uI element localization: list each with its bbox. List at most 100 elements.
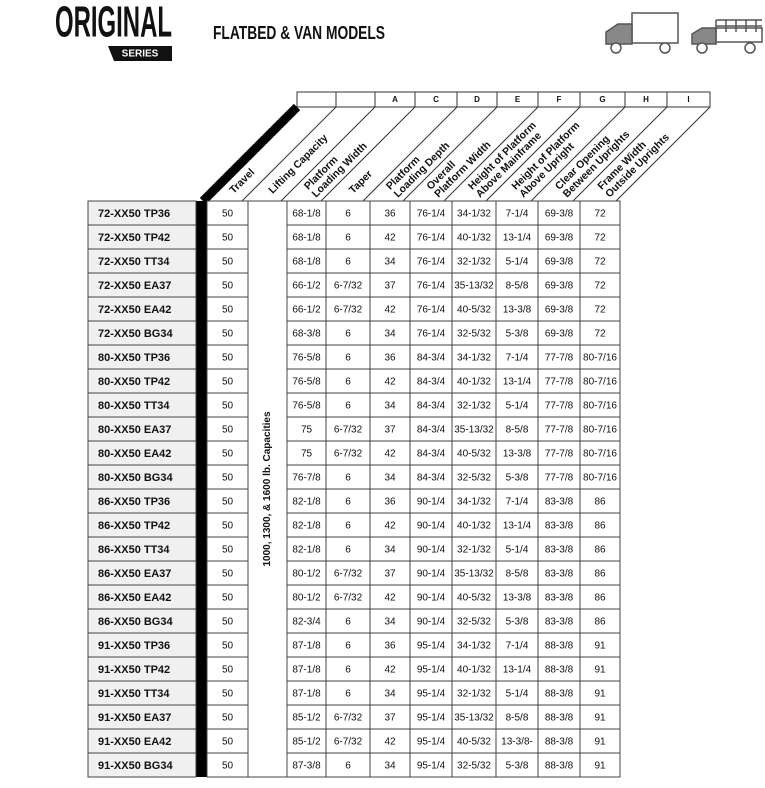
model-name: 72-XX50 TT34	[98, 256, 170, 268]
cell	[206, 512, 249, 538]
cell-value: 42	[384, 233, 396, 244]
cell-value: 87-1/8	[292, 689, 321, 700]
model-cell	[87, 512, 197, 538]
model-name: 91-XX50 TP36	[98, 640, 170, 652]
cell-value: 88-3/8	[545, 713, 574, 724]
cell-value: 34-1/32	[457, 209, 491, 220]
cell	[369, 704, 411, 730]
model-name: 80-XX50 BG34	[98, 472, 173, 484]
cell-value: 91	[594, 737, 606, 748]
cell-value: 35-13/32	[454, 425, 494, 436]
header-diagonal	[530, 106, 626, 202]
cell	[325, 584, 371, 610]
series-tab	[108, 46, 172, 61]
cell	[369, 416, 411, 442]
cell	[451, 224, 497, 250]
cell-value: 50	[222, 377, 234, 388]
cell-value: 36	[384, 209, 396, 220]
brand: ORIGINAL	[55, 0, 172, 47]
cell-value: 83-3/8	[545, 569, 574, 580]
cell-value: 83-3/8	[545, 593, 574, 604]
cell-value: 32-5/32	[457, 617, 491, 628]
cell-value: 5-3/8	[506, 329, 529, 340]
model-name: 86-XX50 EA42	[98, 592, 171, 604]
cell	[451, 704, 497, 730]
cell-value: 72	[594, 281, 606, 292]
cell-value: 69-3/8	[545, 329, 574, 340]
cell-value: 95-1/4	[417, 737, 446, 748]
cell-value: 36	[384, 641, 396, 652]
cell-value: 95-1/4	[417, 689, 446, 700]
cell-value: 32-1/32	[457, 401, 491, 412]
column-letter: H	[643, 95, 649, 104]
model-name: 86-XX50 TT34	[98, 544, 170, 556]
cell-value: 40-5/32	[457, 737, 491, 748]
cell-value: 86	[594, 545, 606, 556]
cell-value: 80-7/16	[583, 449, 617, 460]
cell-value: 90-1/4	[417, 497, 446, 508]
cell-value: 8-5/8	[506, 569, 529, 580]
cell	[579, 584, 621, 610]
cell-value: 80-7/16	[583, 473, 617, 484]
cell-value: 34-1/32	[457, 497, 491, 508]
cell	[206, 584, 249, 610]
cell-value: 95-1/4	[417, 713, 446, 724]
model-name: 80-XX50 TP42	[98, 376, 170, 388]
cell-value: 37	[384, 713, 396, 724]
cell-value: 77-7/8	[545, 353, 574, 364]
cell-value: 36	[384, 497, 396, 508]
cell-value: 13-3/8-	[501, 737, 533, 748]
cell	[409, 680, 453, 706]
cell	[325, 608, 371, 634]
cell	[579, 296, 621, 322]
cell-value: 50	[222, 521, 234, 532]
cell-value: 82-3/4	[292, 617, 321, 628]
cell	[579, 680, 621, 706]
model-name: 72-XX50 BG34	[98, 328, 173, 340]
cell-value: 82-1/8	[292, 545, 321, 556]
cell-value: 5-1/4	[506, 689, 529, 700]
cell-value: 7-1/4	[506, 497, 529, 508]
cell-value: 42	[384, 593, 396, 604]
cell-value: 6	[345, 233, 351, 244]
cell-value: 76-1/4	[417, 257, 446, 268]
column-letter: D	[474, 95, 480, 104]
cell-value: 5-3/8	[506, 473, 529, 484]
cell	[325, 272, 371, 298]
cell	[495, 320, 539, 346]
cell	[495, 512, 539, 538]
cell	[369, 752, 411, 778]
cell	[537, 704, 581, 730]
cell-value: 84-3/4	[417, 473, 446, 484]
cell-value: 50	[222, 689, 234, 700]
cell-value: 35-13/32	[454, 281, 494, 292]
cell-value: 40-5/32	[457, 593, 491, 604]
cell	[451, 560, 497, 586]
cell-value: 69-3/8	[545, 233, 574, 244]
cell-value: 84-3/4	[417, 425, 446, 436]
cell-value: 6-7/32	[334, 713, 363, 724]
cell-value: 76-1/4	[417, 329, 446, 340]
cell-value: 87-1/8	[292, 641, 321, 652]
cell-value: 90-1/4	[417, 593, 446, 604]
cell	[495, 368, 539, 394]
cell-value: 6	[345, 329, 351, 340]
cell-value: 13-1/4	[503, 665, 532, 676]
cell-value: 32-5/32	[457, 329, 491, 340]
model-name: 72-XX50 EA37	[98, 280, 171, 292]
cell-value: 8-5/8	[506, 713, 529, 724]
cell-value: 36	[384, 353, 396, 364]
model-cell	[87, 488, 197, 514]
cell	[579, 752, 621, 778]
cell-value: 50	[222, 713, 234, 724]
cell	[286, 584, 327, 610]
header-diagonal	[485, 106, 581, 202]
cell-value: 6	[345, 473, 351, 484]
cell	[286, 680, 327, 706]
cell-value: 42	[384, 737, 396, 748]
cell-value: 6-7/32	[334, 305, 363, 316]
model-cell	[87, 728, 197, 754]
cell-value: 40-1/32	[457, 377, 491, 388]
cell-value: 83-3/8	[545, 497, 574, 508]
